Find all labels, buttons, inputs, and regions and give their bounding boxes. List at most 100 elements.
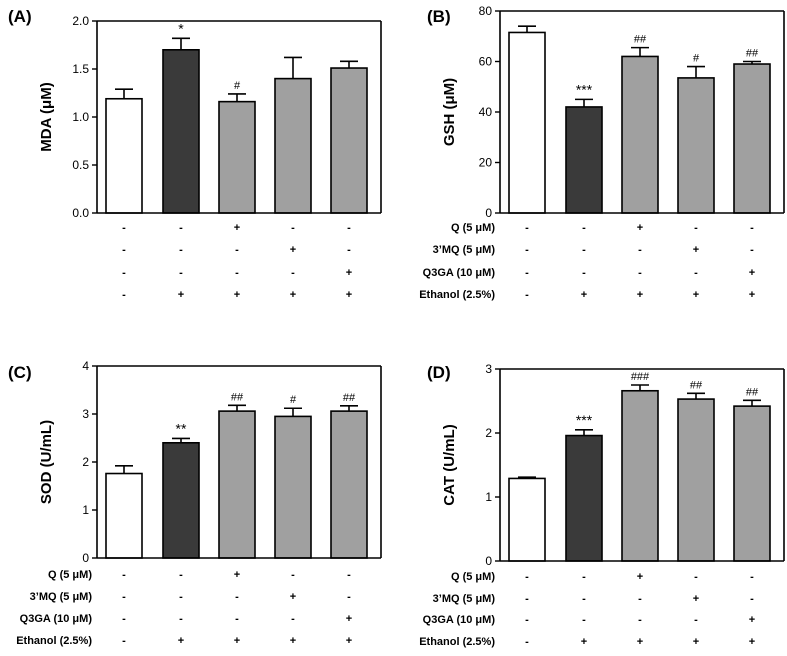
treatment-mark: - — [638, 267, 642, 279]
treatment-mark: - — [582, 571, 586, 583]
treatment-mark: - — [638, 614, 642, 626]
treatment-mark: + — [346, 267, 352, 279]
treatment-mark: - — [291, 569, 295, 581]
treatment-row-label: Q3GA (10 μM) — [423, 614, 496, 626]
significance-label: ** — [176, 420, 187, 436]
treatment-mark: - — [525, 222, 529, 234]
bar — [508, 477, 546, 562]
treatment-mark: - — [750, 222, 754, 234]
treatment-mark: - — [582, 614, 586, 626]
treatment-mark: + — [290, 591, 296, 603]
treatment-mark: - — [179, 244, 183, 256]
treatment-row-label: Q3GA (10 μM) — [20, 613, 93, 625]
bar — [733, 405, 771, 562]
panel-label: (B) — [427, 7, 451, 26]
y-tick-label: 0.5 — [72, 158, 89, 172]
treatment-mark: - — [179, 613, 183, 625]
significance-label: # — [234, 80, 241, 92]
significance-label: ### — [631, 371, 650, 383]
y-tick-label: 0 — [485, 554, 492, 568]
treatment-mark: - — [179, 267, 183, 279]
chart-panel-a: (A) * #0.0 0.5 1.0 1.5 2.0 MDA (μM) - - + - - - - - + - - -… — [8, 7, 382, 301]
bar — [677, 77, 715, 214]
treatment-mark: - — [347, 222, 351, 234]
y-tick-label: 1.0 — [72, 110, 89, 124]
treatment-mark: + — [637, 222, 643, 234]
significance-label: ## — [343, 392, 356, 404]
bar — [274, 415, 312, 559]
treatment-row-label: Ethanol (2.5%) — [419, 289, 495, 301]
treatment-row-label: Q (5 μM) — [48, 569, 92, 581]
y-tick-label: 0 — [485, 206, 492, 220]
bar — [330, 67, 368, 214]
significance-label: ## — [231, 391, 244, 403]
y-tick-label: 1 — [485, 490, 492, 504]
treatment-mark: - — [291, 267, 295, 279]
treatment-mark: - — [122, 569, 126, 581]
treatment-mark: - — [235, 267, 239, 279]
treatment-mark: - — [750, 571, 754, 583]
treatment-mark: - — [235, 613, 239, 625]
treatment-mark: - — [235, 244, 239, 256]
bar — [162, 48, 200, 214]
y-tick-label: 3 — [485, 362, 492, 376]
y-tick-label: 3 — [82, 407, 89, 421]
treatment-mark: - — [694, 614, 698, 626]
significance-label: # — [693, 53, 700, 65]
treatment-mark: + — [693, 636, 699, 648]
y-tick-label: 60 — [479, 55, 493, 69]
treatment-mark: - — [694, 222, 698, 234]
treatment-mark: - — [750, 244, 754, 256]
bar — [218, 100, 256, 214]
treatment-mark: - — [122, 222, 126, 234]
treatment-mark: - — [694, 571, 698, 583]
treatment-mark: + — [637, 636, 643, 648]
treatment-mark: - — [638, 593, 642, 605]
y-tick-label: 2 — [82, 455, 89, 469]
treatment-mark: - — [525, 571, 529, 583]
treatment-mark: + — [693, 244, 699, 256]
significance-label: *** — [576, 81, 593, 97]
treatment-row-label: Q (5 μM) — [451, 222, 495, 234]
treatment-mark: - — [582, 244, 586, 256]
y-tick-label: 2 — [485, 426, 492, 440]
y-tick-label: 4 — [82, 359, 89, 373]
treatment-mark: - — [525, 614, 529, 626]
y-tick-label: 0 — [82, 551, 89, 565]
treatment-mark: - — [525, 267, 529, 279]
treatment-row-label: Q (5 μM) — [451, 571, 495, 583]
treatment-mark: + — [234, 222, 240, 234]
treatment-mark: + — [346, 635, 352, 647]
y-tick-label: 40 — [479, 105, 493, 119]
significance-label: * — [178, 20, 184, 36]
treatment-mark: - — [122, 289, 126, 301]
treatment-mark: - — [122, 613, 126, 625]
y-tick-label: 80 — [479, 4, 493, 18]
treatment-mark: - — [122, 591, 126, 603]
treatment-mark: + — [749, 636, 755, 648]
significance-label: ## — [634, 34, 647, 46]
treatment-mark: + — [178, 289, 184, 301]
y-axis-label: GSH (μM) — [441, 78, 458, 146]
treatment-mark: - — [179, 591, 183, 603]
treatment-mark: + — [581, 289, 587, 301]
treatment-row-label: Q3GA (10 μM) — [423, 267, 496, 279]
treatment-mark: - — [122, 635, 126, 647]
y-axis-label: MDA (μM) — [38, 82, 55, 151]
panel-label: (A) — [8, 7, 32, 26]
treatment-row-label: 3’MQ (5 μM) — [433, 593, 496, 605]
treatment-mark: + — [234, 569, 240, 581]
treatment-mark: - — [347, 569, 351, 581]
y-tick-label: 1 — [82, 503, 89, 517]
treatment-mark: - — [291, 222, 295, 234]
treatment-mark: + — [290, 244, 296, 256]
bar — [565, 434, 603, 562]
treatment-row-label: 3’MQ (5 μM) — [30, 591, 93, 603]
treatment-mark: - — [582, 222, 586, 234]
bar — [565, 106, 603, 214]
bar — [330, 410, 368, 559]
y-axis-label: SOD (U/mL) — [38, 420, 55, 504]
